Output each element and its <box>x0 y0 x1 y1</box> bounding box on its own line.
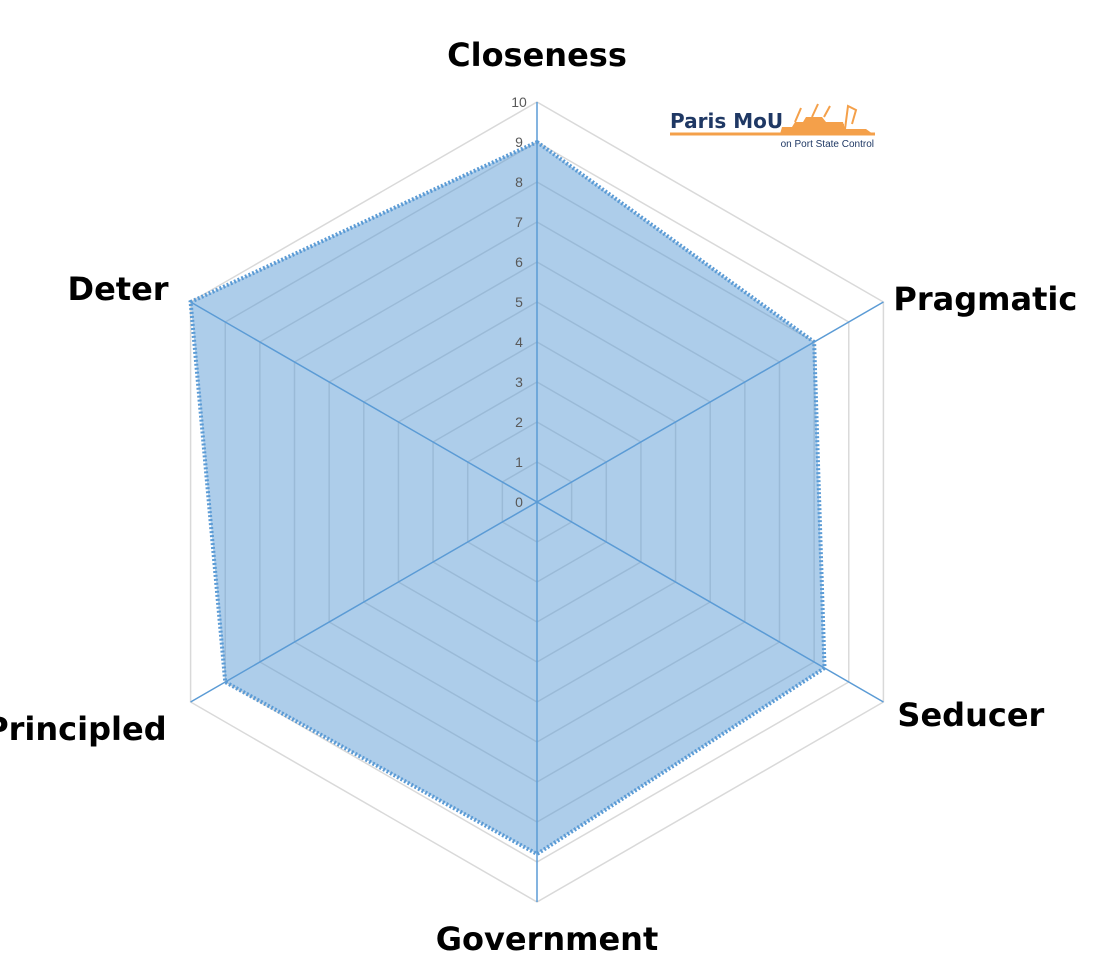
radar-series <box>188 139 827 857</box>
axis-line-pragmatic <box>536 301 884 503</box>
axis-line-principled <box>190 501 538 703</box>
tick-label-4: 4 <box>515 334 523 350</box>
tick-label-7: 7 <box>515 214 523 230</box>
radar-axis-labels: Closeness Pragmatic Seducer Government Princ… <box>0 36 1077 958</box>
axis-label-deter: Deter <box>68 270 169 308</box>
logo-title: Paris MoU <box>670 109 783 133</box>
axis-line-deter <box>190 301 538 503</box>
logo-subtitle: on Port State Control <box>781 139 874 150</box>
radar-tick-labels: 0 1 2 3 4 5 6 7 8 9 10 <box>511 94 527 510</box>
ship-icon <box>780 103 873 134</box>
tick-label-5: 5 <box>515 294 523 310</box>
tick-label-2: 2 <box>515 414 523 430</box>
axis-label-seducer: Seducer <box>897 696 1044 734</box>
tick-label-10: 10 <box>511 94 527 110</box>
axis-label-government: Government <box>436 920 659 958</box>
tick-label-6: 6 <box>515 254 523 270</box>
paris-mou-logo: Paris MoU on Port State Control <box>670 103 875 150</box>
axis-label-closeness: Closeness <box>447 36 627 74</box>
series-area <box>190 142 825 854</box>
tick-label-9: 9 <box>515 134 523 150</box>
axis-label-pragmatic: Pragmatic <box>893 280 1077 318</box>
tick-label-8: 8 <box>515 174 523 190</box>
radar-axes <box>190 102 884 902</box>
tick-label-0: 0 <box>515 494 523 510</box>
tick-label-3: 3 <box>515 374 523 390</box>
axis-label-principled: Principled <box>0 710 167 748</box>
axis-line-seducer <box>536 501 884 703</box>
tick-label-1: 1 <box>515 454 523 470</box>
